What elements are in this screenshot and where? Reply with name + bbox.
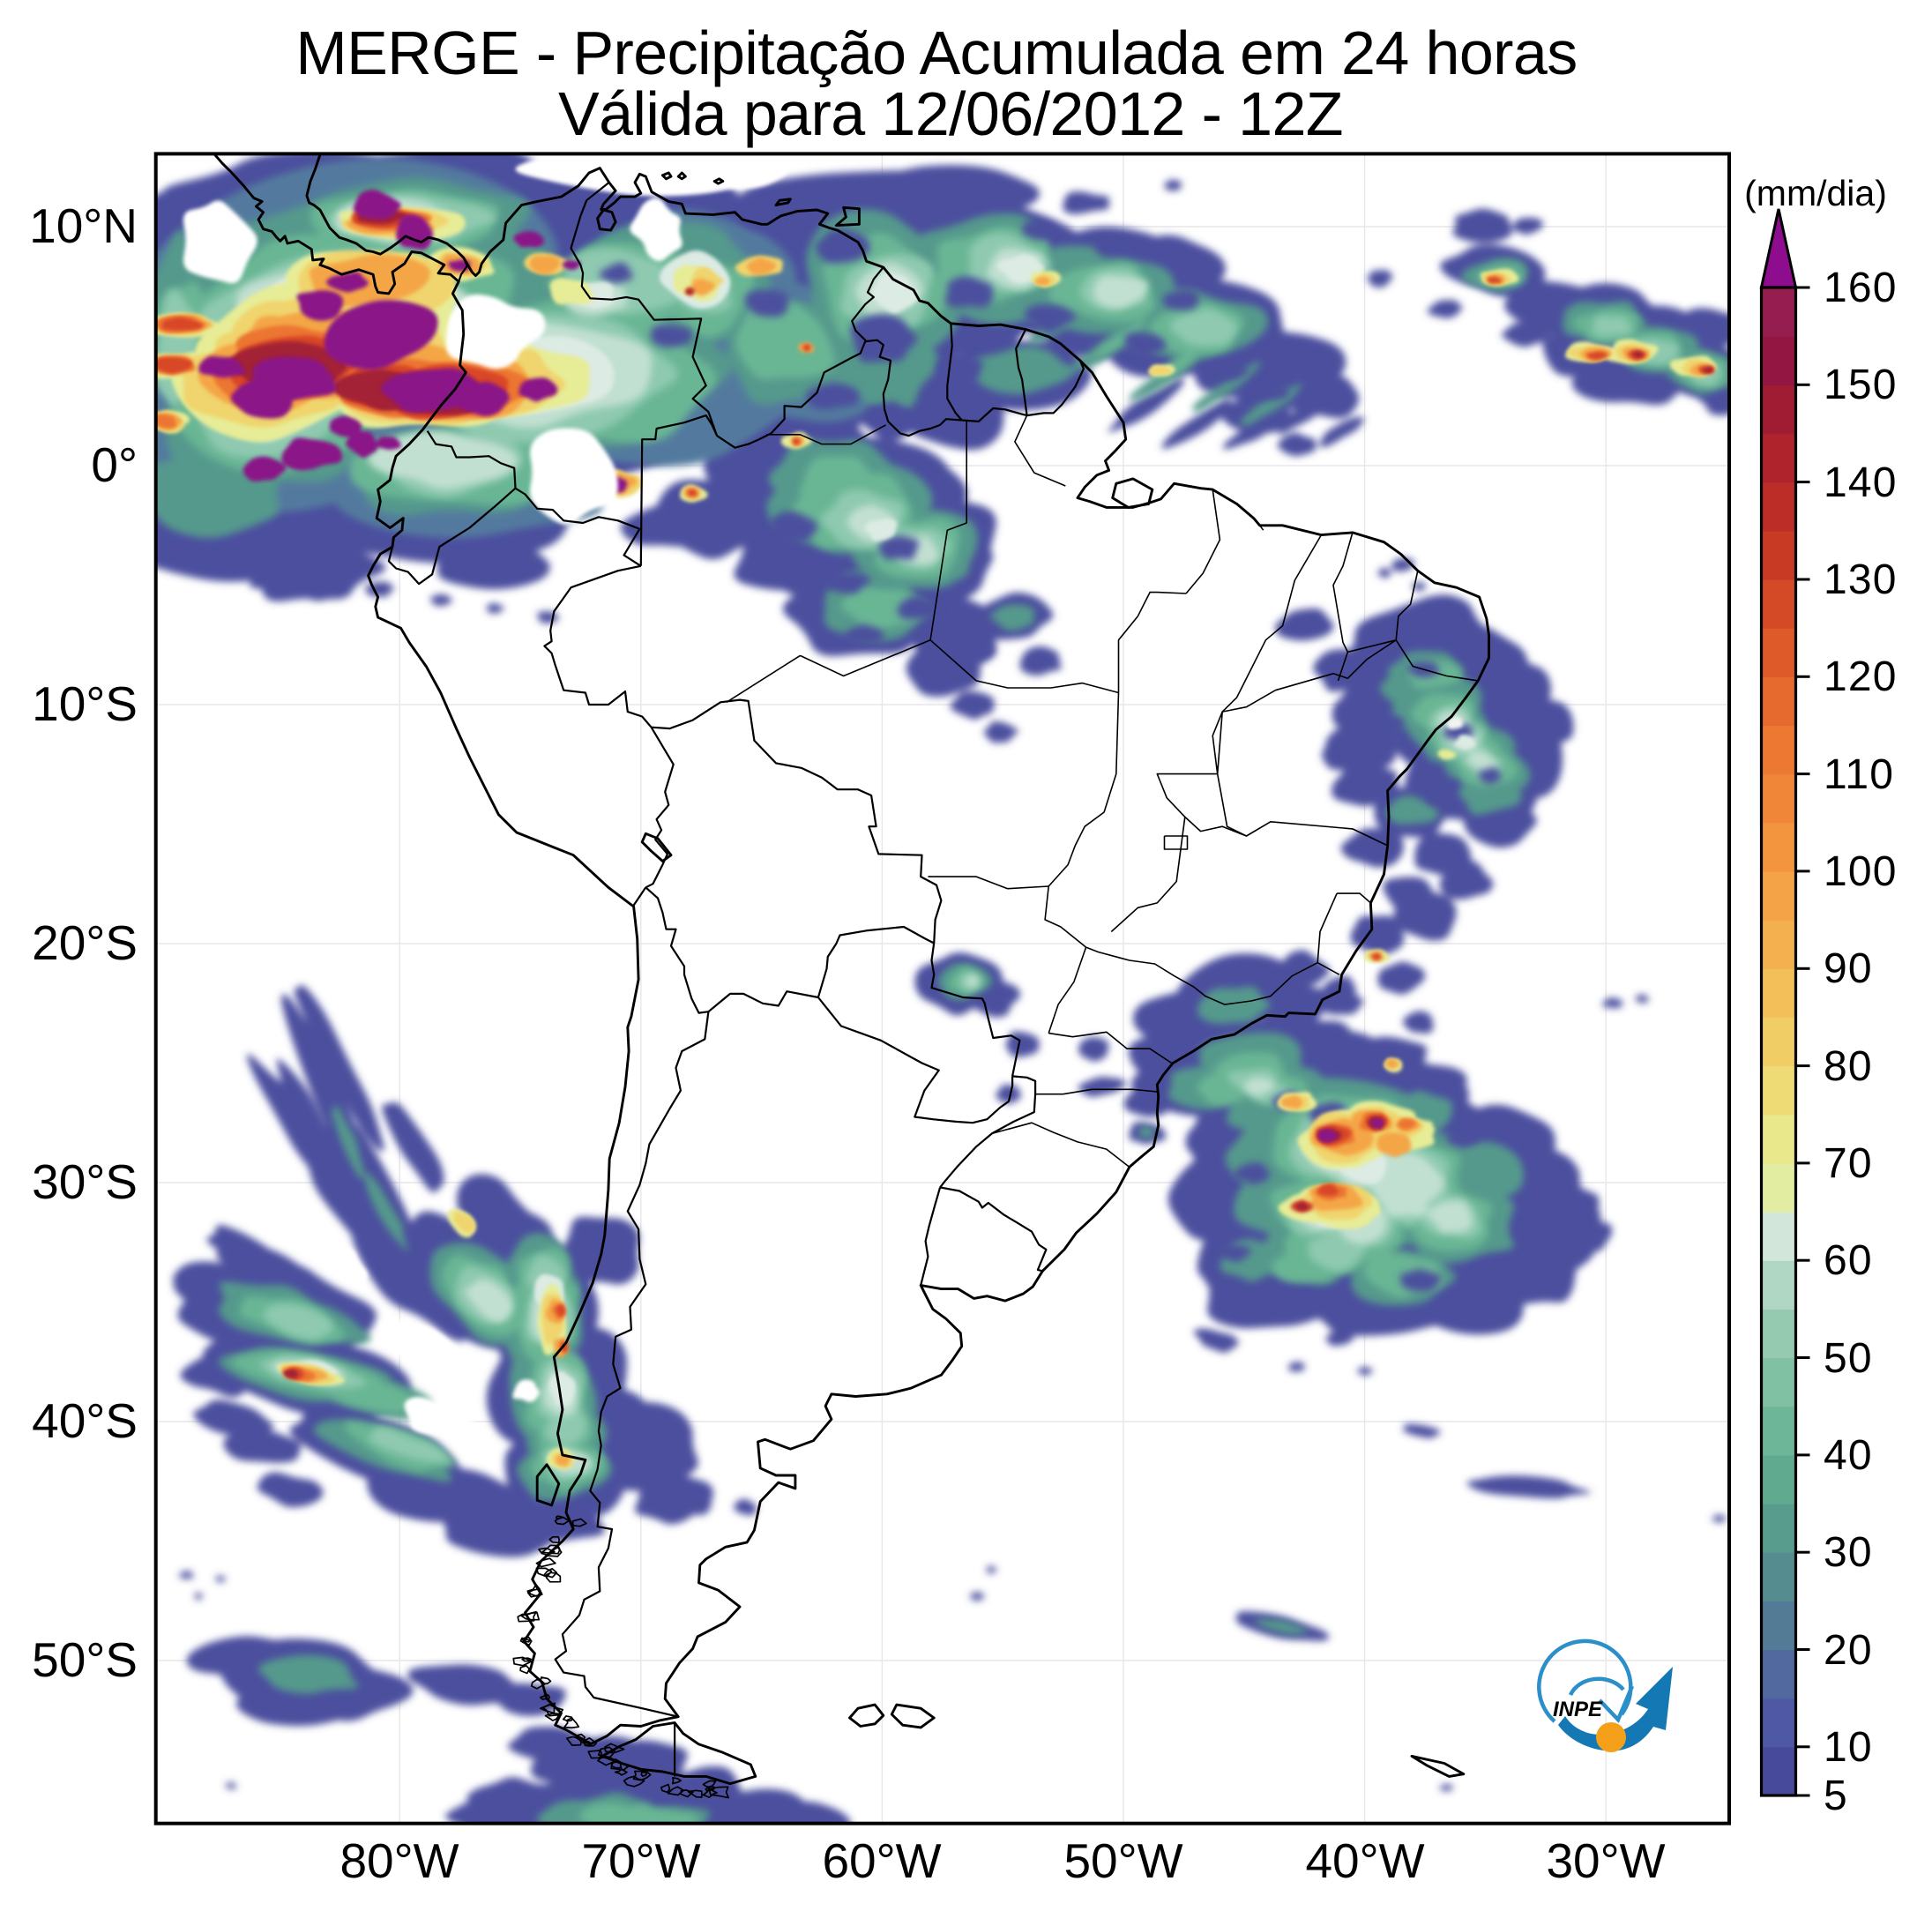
svg-text:60°W: 60°W xyxy=(822,1833,941,1888)
svg-text:30°W: 30°W xyxy=(1546,1833,1665,1888)
svg-text:Válida para 12/06/2012 - 12Z: Válida para 12/06/2012 - 12Z xyxy=(558,79,1343,148)
svg-text:10°S: 10°S xyxy=(32,676,138,731)
svg-text:50°S: 50°S xyxy=(32,1632,138,1687)
svg-text:50°W: 50°W xyxy=(1063,1833,1182,1888)
svg-text:MERGE - Precipitação Acumulada: MERGE - Precipitação Acumulada em 24 hor… xyxy=(295,19,1577,87)
svg-text:10°N: 10°N xyxy=(29,198,138,253)
svg-text:0°: 0° xyxy=(91,437,138,492)
svg-text:110: 110 xyxy=(1824,751,1894,798)
svg-text:10: 10 xyxy=(1824,1724,1873,1771)
svg-text:60: 60 xyxy=(1824,1237,1873,1284)
svg-text:70°W: 70°W xyxy=(581,1833,700,1888)
svg-text:20: 20 xyxy=(1824,1627,1873,1674)
svg-text:40°S: 40°S xyxy=(32,1393,138,1448)
svg-text:(mm/dia): (mm/dia) xyxy=(1744,173,1887,213)
svg-text:30: 30 xyxy=(1824,1529,1873,1576)
svg-text:50: 50 xyxy=(1824,1335,1873,1382)
svg-text:30°S: 30°S xyxy=(32,1154,138,1209)
svg-text:40: 40 xyxy=(1824,1432,1873,1479)
svg-text:100: 100 xyxy=(1824,848,1898,895)
svg-text:5: 5 xyxy=(1824,1773,1848,1819)
svg-text:70: 70 xyxy=(1824,1140,1873,1187)
svg-text:40°W: 40°W xyxy=(1305,1833,1424,1888)
svg-text:90: 90 xyxy=(1824,945,1873,992)
svg-text:80: 80 xyxy=(1824,1043,1873,1090)
svg-text:20°S: 20°S xyxy=(32,915,138,970)
svg-text:130: 130 xyxy=(1824,556,1898,603)
svg-text:150: 150 xyxy=(1824,362,1898,408)
svg-text:INPE: INPE xyxy=(1553,1698,1603,1721)
svg-text:160: 160 xyxy=(1824,265,1898,311)
svg-text:120: 120 xyxy=(1824,653,1898,700)
svg-text:80°W: 80°W xyxy=(339,1833,459,1888)
svg-text:140: 140 xyxy=(1824,459,1898,506)
